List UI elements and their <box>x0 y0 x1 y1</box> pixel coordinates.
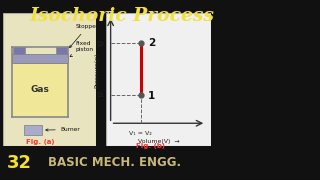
Bar <box>12 63 68 118</box>
Text: Isochoric Process: Isochoric Process <box>29 7 214 25</box>
Text: Fixed
piston: Fixed piston <box>70 41 93 57</box>
Text: p₁: p₁ <box>97 90 105 99</box>
Text: 1: 1 <box>148 91 155 101</box>
Text: 32: 32 <box>6 154 31 172</box>
Text: BASIC MECH. ENGG.: BASIC MECH. ENGG. <box>48 156 181 169</box>
Bar <box>56 47 67 53</box>
Text: Volume(V)  →: Volume(V) → <box>138 139 180 144</box>
Bar <box>24 125 42 135</box>
Bar <box>13 47 25 53</box>
Text: Gas: Gas <box>31 85 50 94</box>
Text: V₁ = V₂: V₁ = V₂ <box>129 131 152 136</box>
Text: 2: 2 <box>148 38 155 48</box>
Text: Fig. (a): Fig. (a) <box>26 139 55 145</box>
Text: Stopper: Stopper <box>69 24 99 48</box>
Bar <box>12 53 68 63</box>
Text: Burner: Burner <box>46 127 81 132</box>
Text: Pressure(p): Pressure(p) <box>94 52 99 88</box>
Text: p₂: p₂ <box>97 39 105 48</box>
Text: Fig. (b): Fig. (b) <box>136 143 165 149</box>
